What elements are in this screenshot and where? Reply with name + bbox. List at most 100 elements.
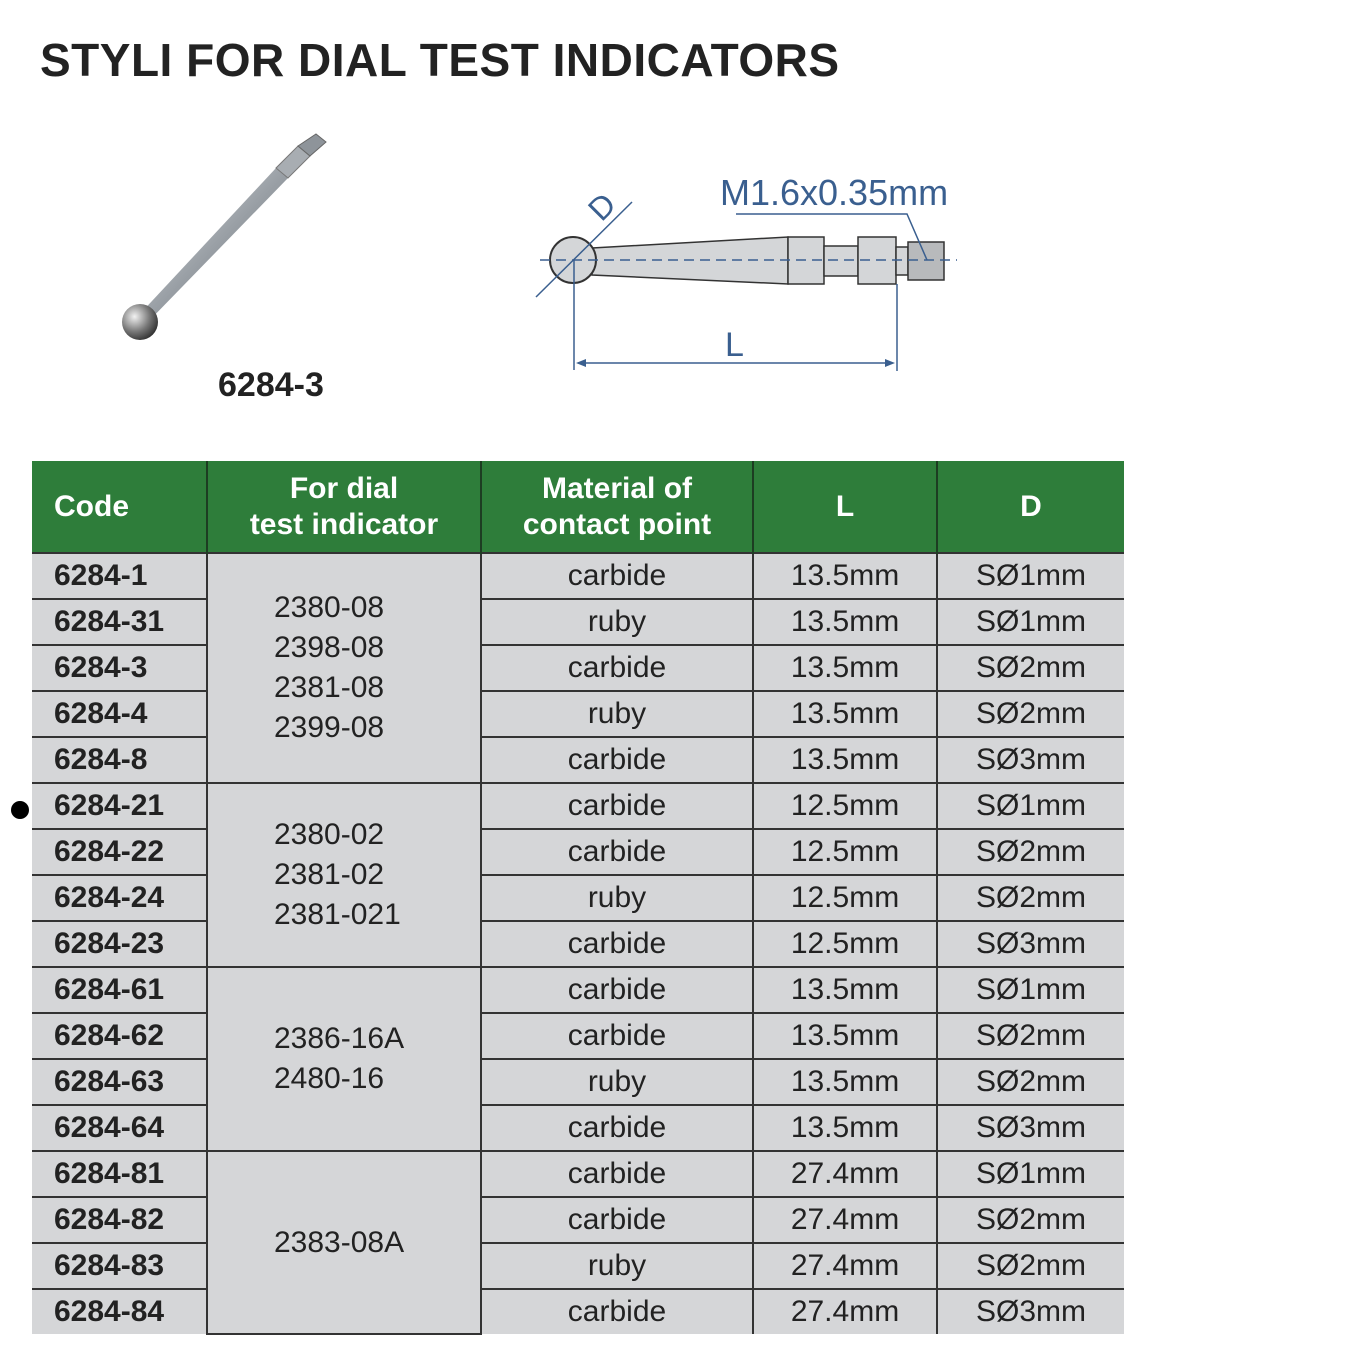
length-cell: 13.5mm: [752, 690, 938, 738]
material-cell: carbide: [480, 1196, 754, 1244]
table-row: 6284-63 ruby 13.5mm SØ2mm: [32, 1058, 1124, 1106]
material-cell: carbide: [480, 1012, 754, 1060]
indicator-model: 2386-16A: [274, 1022, 405, 1055]
table-row: 6284-61 2386-16A 2480-16 carbide 13.5mm SØ1mm: [32, 966, 1124, 1152]
code-cell: 6284-23: [32, 920, 208, 968]
code-cell: 6284-31: [32, 598, 208, 646]
indicator-model: 2381-021: [274, 898, 401, 931]
indicator-model: 2381-08: [274, 671, 385, 704]
indicator-cell: 2380-02 2381-02 2381-021: [206, 782, 482, 968]
header-code: Code: [32, 461, 208, 553]
header-diameter: D: [936, 461, 1124, 553]
stylus-dimension-drawing: M1.6x0.35mm L D: [535, 172, 957, 371]
length-cell: 27.4mm: [752, 1150, 938, 1198]
table-row: 6284-82 carbide 27.4mm SØ2mm: [32, 1196, 1124, 1244]
table-row: 6284-62 carbide 13.5mm SØ2mm: [32, 1012, 1124, 1060]
table-row: 6284-81 2383-08A carbide 27.4mm SØ1mm: [32, 1150, 1124, 1335]
code-cell: 6284-63: [32, 1058, 208, 1106]
diameter-cell: SØ3mm: [936, 920, 1124, 968]
length-cell: 13.5mm: [752, 552, 938, 600]
material-cell: carbide: [480, 1150, 754, 1198]
diameter-cell: SØ3mm: [936, 1104, 1124, 1152]
length-cell: 12.5mm: [752, 828, 938, 876]
code-cell: 6284-61: [32, 966, 208, 1014]
code-cell: 6284-81: [32, 1150, 208, 1198]
diameter-label: D: [581, 186, 623, 228]
page-title: STYLI FOR DIAL TEST INDICATORS: [40, 34, 840, 86]
length-cell: 12.5mm: [752, 874, 938, 922]
indicator-model: 2383-08A: [274, 1225, 405, 1259]
length-cell: 27.4mm: [752, 1196, 938, 1244]
material-cell: carbide: [480, 1104, 754, 1152]
material-cell: carbide: [480, 920, 754, 968]
code-cell: 6284-84: [32, 1288, 208, 1334]
table-row: 6284-84 carbide 27.4mm SØ3mm: [32, 1288, 1124, 1334]
length-cell: 12.5mm: [752, 782, 938, 830]
indicator-model: 2380-08: [274, 591, 385, 624]
table-row: 6284-22 carbide 12.5mm SØ2mm: [32, 828, 1124, 876]
length-cell: 13.5mm: [752, 1104, 938, 1152]
photo-caption: 6284-3: [218, 366, 324, 404]
code-cell: 6284-4: [32, 690, 208, 738]
diameter-cell: SØ2mm: [936, 874, 1124, 922]
diameter-cell: SØ2mm: [936, 1196, 1124, 1244]
table-row: 6284-31 ruby 13.5mm SØ1mm: [32, 598, 1124, 646]
code-cell: 6284-22: [32, 828, 208, 876]
table-row: 6284-83 ruby 27.4mm SØ2mm: [32, 1242, 1124, 1290]
material-cell: carbide: [480, 782, 754, 830]
length-cell: 27.4mm: [752, 1242, 938, 1290]
material-cell: carbide: [480, 736, 754, 784]
table-row: 6284-1 2380-08 2398-08 2381-08 2399-08 carbid…: [32, 552, 1124, 784]
code-cell: 6284-1: [32, 552, 208, 600]
row-marker-bullet: [11, 801, 29, 819]
indicator-model: 2381-02: [274, 858, 385, 891]
diameter-cell: SØ1mm: [936, 1150, 1124, 1198]
material-cell: carbide: [480, 1288, 754, 1334]
table-row: 6284-21 2380-02 2381-02 2381-021 carbide 12.5…: [32, 782, 1124, 968]
length-cell: 13.5mm: [752, 644, 938, 692]
code-cell: 6284-64: [32, 1104, 208, 1152]
table-row: 6284-3 carbide 13.5mm SØ2mm: [32, 644, 1124, 692]
material-cell: ruby: [480, 598, 754, 646]
stylus-photo: [122, 133, 327, 340]
material-cell: ruby: [480, 1242, 754, 1290]
indicator-model: 2399-08: [274, 711, 385, 744]
diameter-cell: SØ1mm: [936, 598, 1124, 646]
diameter-cell: SØ2mm: [936, 1242, 1124, 1290]
diameter-cell: SØ1mm: [936, 782, 1124, 830]
code-cell: 6284-83: [32, 1242, 208, 1290]
material-cell: ruby: [480, 1058, 754, 1106]
length-cell: 13.5mm: [752, 1058, 938, 1106]
diameter-cell: SØ1mm: [936, 552, 1124, 600]
length-cell: 13.5mm: [752, 736, 938, 784]
length-cell: 27.4mm: [752, 1288, 938, 1334]
diameter-cell: SØ1mm: [936, 966, 1124, 1014]
table-row: 6284-23 carbide 12.5mm SØ3mm: [32, 920, 1124, 968]
diameter-cell: SØ2mm: [936, 1012, 1124, 1060]
length-cell: 13.5mm: [752, 966, 938, 1014]
code-cell: 6284-62: [32, 1012, 208, 1060]
length-label: L: [725, 326, 744, 364]
material-cell: ruby: [480, 874, 754, 922]
code-cell: 6284-21: [32, 782, 208, 830]
code-cell: 6284-8: [32, 736, 208, 784]
indicator-model: 2398-08: [274, 631, 385, 664]
material-cell: carbide: [480, 552, 754, 600]
diameter-cell: SØ2mm: [936, 690, 1124, 738]
table-row: 6284-24 ruby 12.5mm SØ2mm: [32, 874, 1124, 922]
material-cell: carbide: [480, 644, 754, 692]
indicator-cell: 2383-08A: [206, 1150, 482, 1335]
indicator-model: 2480-16: [274, 1062, 385, 1095]
length-cell: 13.5mm: [752, 1012, 938, 1060]
styli-spec-table: Code For dial test indicator Material of c…: [32, 461, 1124, 1335]
diameter-cell: SØ2mm: [936, 1058, 1124, 1106]
diameter-cell: SØ3mm: [936, 1288, 1124, 1334]
header-length: L: [752, 461, 938, 553]
indicator-model: 2380-02: [274, 818, 385, 851]
code-cell: 6284-3: [32, 644, 208, 692]
table-row: 6284-4 ruby 13.5mm SØ2mm: [32, 690, 1124, 738]
table-header-row: Code For dial test indicator Material of c…: [32, 461, 1124, 553]
code-cell: 6284-24: [32, 874, 208, 922]
material-cell: ruby: [480, 690, 754, 738]
header-indicator: For dial test indicator: [206, 461, 482, 553]
